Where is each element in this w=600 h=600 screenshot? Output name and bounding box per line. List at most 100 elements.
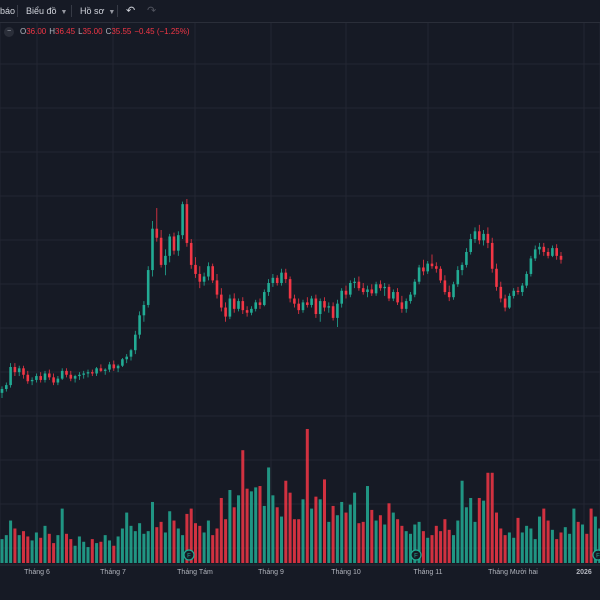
volume-bar	[228, 490, 232, 563]
candle-body	[293, 298, 296, 304]
volume-bar	[598, 528, 600, 563]
candle-body	[456, 270, 460, 285]
volume-bar	[572, 508, 576, 563]
volume-bar	[151, 501, 154, 563]
low-key: L	[78, 27, 83, 36]
toolbar-separator	[117, 5, 118, 17]
volume-bar	[314, 496, 318, 563]
volume-bar	[301, 499, 305, 563]
candle-body	[533, 249, 537, 259]
candle-body	[9, 367, 12, 386]
candle-body	[478, 231, 481, 241]
volume-bar	[43, 525, 47, 563]
volume-bar	[516, 517, 520, 563]
change-value: −0.45 (−1.25%)	[134, 27, 190, 36]
volume-bar	[129, 525, 133, 563]
redo-icon[interactable]: ↷	[147, 5, 157, 17]
volume-bar	[9, 520, 13, 563]
candle-body	[73, 376, 77, 379]
volume-bar	[503, 535, 507, 563]
candle-body	[314, 298, 318, 315]
volume-bar	[340, 501, 344, 563]
candle-body	[353, 281, 356, 283]
volume-bar	[172, 520, 176, 563]
volume-bar	[215, 528, 219, 563]
candle-body	[129, 350, 133, 357]
candle-body	[65, 370, 68, 375]
volume-bar	[542, 508, 546, 563]
candle-body	[35, 376, 38, 380]
candle-body	[211, 266, 214, 281]
candle-body	[512, 290, 515, 296]
candle-body	[164, 255, 167, 265]
candle-body	[43, 373, 47, 380]
candle-body	[202, 276, 206, 282]
candle-body	[155, 228, 159, 238]
candle-body	[297, 303, 300, 311]
volume-bar	[4, 535, 8, 563]
minus-icon[interactable]: −	[4, 26, 14, 37]
candle-body	[142, 304, 146, 316]
candle-body	[374, 284, 378, 294]
candle-body	[370, 289, 374, 294]
candle-body	[228, 298, 232, 317]
high-value: 36.45	[55, 27, 76, 36]
volume-bar	[176, 528, 180, 563]
volume-bar	[254, 487, 258, 563]
volume-bar	[297, 519, 301, 563]
candle-series	[0, 198, 563, 399]
earnings-event-icon[interactable]: F	[592, 549, 600, 561]
volume-bar	[86, 547, 90, 563]
volume-bar	[469, 497, 473, 563]
volume-bar	[194, 523, 197, 563]
volume-bar	[52, 543, 56, 563]
volume-bar	[181, 535, 185, 563]
volume-bar	[168, 511, 172, 563]
candle-body	[17, 368, 21, 373]
volume-bar	[378, 515, 382, 563]
candle-body	[473, 231, 477, 240]
candle-body	[542, 246, 546, 252]
earnings-event-icon[interactable]: F	[410, 549, 422, 561]
candle-body	[452, 284, 455, 298]
candle-body	[529, 258, 533, 274]
volume-bar	[507, 532, 511, 563]
candle-body	[538, 246, 541, 250]
candle-body	[366, 289, 369, 293]
candle-body	[306, 302, 309, 305]
candle-body	[340, 290, 343, 304]
time-axis-label: Tháng 6	[24, 569, 50, 576]
time-axis-label: Tháng 11	[413, 569, 442, 576]
candle-body	[215, 280, 219, 295]
candle-body	[52, 377, 55, 383]
volume-bar	[529, 528, 533, 563]
volume-bar	[426, 537, 430, 563]
candle-body	[392, 292, 395, 299]
candle-body	[26, 374, 30, 382]
candle-body	[404, 301, 408, 309]
profile-menu-button[interactable]: Hồ sơ ▼	[80, 0, 115, 22]
chart-menu-button[interactable]: Biểu đồ ▼	[26, 0, 67, 22]
undo-icon[interactable]: ↶	[126, 5, 136, 17]
toolbar-first-item[interactable]: báo	[0, 6, 16, 16]
candle-body	[383, 286, 386, 289]
volume-bar	[69, 539, 73, 563]
volume-bar	[486, 472, 490, 563]
volume-bar	[581, 524, 584, 563]
volume-bar	[383, 524, 387, 563]
candle-body	[263, 292, 266, 305]
volume-bar	[56, 535, 60, 563]
volume-bar	[344, 512, 348, 563]
chart-menu-label: Biểu đồ	[26, 6, 57, 16]
close-value: 35.55	[111, 27, 132, 36]
time-axis[interactable]: Tháng 6 Tháng 7 Tháng Tám Tháng 9 Tháng 10 Th…	[24, 569, 592, 576]
candle-body	[207, 266, 210, 277]
earnings-event-icon[interactable]: F	[183, 549, 195, 561]
volume-bar	[327, 521, 331, 563]
candle-body	[39, 376, 42, 380]
volume-bar	[305, 428, 309, 563]
volume-bar	[17, 535, 21, 563]
volume-bar	[77, 536, 81, 563]
